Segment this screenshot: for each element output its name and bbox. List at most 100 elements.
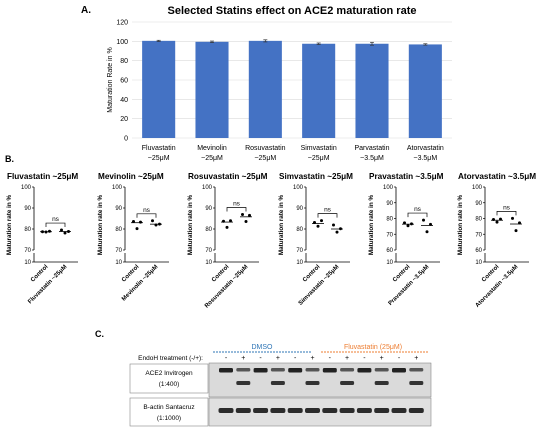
significance-bracket <box>226 207 247 212</box>
lane-sign: + <box>380 355 384 362</box>
y-tick-label: 100 <box>202 185 213 191</box>
scatter-chart: Rosuvastatin ~25μM Maturation rate in % 70… <box>187 172 268 310</box>
y-tick-label: 10 <box>475 260 482 266</box>
y-tick-label: 80 <box>24 227 31 233</box>
y-tick-label: 10 <box>115 260 122 266</box>
ace2-upper-band <box>270 368 285 372</box>
actin-band <box>374 408 390 413</box>
data-point <box>67 230 70 234</box>
scatter-chart: Pravastatin ~3.5μM Maturation rate in % 60… <box>368 172 444 307</box>
x-category-label: Simvastatin <box>301 145 337 152</box>
ace2-label-box <box>129 363 209 394</box>
data-point <box>41 230 44 234</box>
significance-bracket <box>136 213 157 218</box>
y-tick-label: 10 <box>24 260 31 266</box>
data-point <box>332 223 335 227</box>
data-point <box>132 219 135 223</box>
data-point <box>48 229 51 233</box>
y-axis-label: Maturation rate in % <box>6 195 13 256</box>
y-tick-label: 40 <box>120 97 128 104</box>
y-tick-label: 10 <box>205 260 212 266</box>
lane-sign: - <box>398 355 401 362</box>
ace2-upper-band <box>305 368 320 372</box>
lane-sign: + <box>414 355 418 362</box>
chart-title: Fluvastatin ~25μM <box>7 172 78 181</box>
data-point <box>518 221 521 225</box>
y-tick-label: 100 <box>383 185 394 191</box>
x-category-label: ~3.5μM <box>360 155 384 162</box>
chart-title: Pravastatin ~3.5μM <box>369 172 444 181</box>
ace2-label-line2: (1:400) <box>159 381 180 388</box>
ace2-blot-bands <box>219 368 424 385</box>
data-point <box>313 220 316 224</box>
ace2-upper-band <box>236 368 251 372</box>
ace2-upper-band <box>340 368 355 372</box>
data-point <box>44 230 48 234</box>
data-point <box>406 224 410 228</box>
bar <box>408 44 442 138</box>
chart-title: Simvastatin ~25μM <box>279 172 353 181</box>
y-tick-label: 100 <box>112 185 123 191</box>
y-tick-label: 100 <box>293 185 304 191</box>
x-tick-label: Mevinolin ~25μM <box>121 264 159 302</box>
actin-band <box>218 408 234 413</box>
significance-bracket <box>45 222 66 228</box>
panel-a-title: Selected Statins effect on ACE2 maturati… <box>168 5 417 17</box>
ace2-lower-band <box>270 381 285 385</box>
panel-a-y-ticks: 0 20 40 60 80 100 120 <box>116 20 128 143</box>
data-point <box>248 213 251 217</box>
data-point <box>514 229 518 233</box>
lane-sign: - <box>294 355 297 362</box>
ace2-upper-band <box>392 368 406 373</box>
y-tick-label: 70 <box>24 248 31 254</box>
y-tick-label: 70 <box>296 248 303 254</box>
x-category-label: ~25μM <box>148 155 170 162</box>
scatter-chart: Mevinolin ~25μM Maturation rate in % 70 80 9… <box>97 172 169 302</box>
y-tick-label: 90 <box>296 206 303 212</box>
ace2-upper-band <box>357 368 372 373</box>
y-axis-label: Maturation rate in % <box>97 195 104 256</box>
panel-a-letter: A. <box>81 5 91 16</box>
data-point <box>316 224 320 228</box>
panel-a-gridlines <box>132 21 452 139</box>
y-tick-label: 20 <box>120 116 128 123</box>
y-tick-label: 70 <box>386 232 393 238</box>
y-tick-label: 120 <box>116 20 128 27</box>
data-point <box>60 228 63 232</box>
ace2-upper-band <box>253 368 268 373</box>
actin-band <box>391 408 407 413</box>
significance-label: ns <box>52 216 60 223</box>
chart-title: Atorvastatin ~3.5μM <box>458 172 536 181</box>
panel-a-ylabel: Maturation Rate in % <box>107 47 114 112</box>
ace2-upper-band <box>288 368 303 373</box>
data-point <box>225 225 229 229</box>
y-tick-label: 80 <box>386 217 393 223</box>
actin-label-line2: (1:1000) <box>157 415 181 422</box>
y-tick-label: 100 <box>472 185 483 191</box>
data-point <box>241 213 244 217</box>
significance-label: ns <box>324 207 332 214</box>
actin-band <box>287 408 303 413</box>
significance-label: ns <box>233 201 241 208</box>
lane-sign: + <box>276 355 280 362</box>
ace2-label-line1: ACE2 Invitrogen <box>145 370 193 377</box>
chart-title: Rosuvastatin ~25μM <box>188 172 268 181</box>
y-tick-label: 70 <box>115 248 122 254</box>
lane-sign: + <box>310 355 314 362</box>
y-axis-label: Maturation rate in % <box>278 195 285 256</box>
ace2-lower-band <box>374 381 389 385</box>
significance-bracket <box>317 213 338 218</box>
ace2-lower-band <box>305 381 320 385</box>
significance-label: ns <box>503 204 511 211</box>
ace2-lower-band <box>236 381 251 385</box>
actin-band <box>235 408 251 413</box>
data-point <box>244 219 248 223</box>
y-tick-label: 60 <box>475 248 482 254</box>
x-category-label: ~25μM <box>308 155 330 162</box>
data-point <box>499 217 502 221</box>
y-tick-label: 70 <box>475 232 482 238</box>
chart-title: Mevinolin ~25μM <box>98 172 164 181</box>
dmso-group-label: DMSO <box>252 344 274 351</box>
lane-sign: + <box>345 355 349 362</box>
y-tick-label: 0 <box>124 136 128 143</box>
